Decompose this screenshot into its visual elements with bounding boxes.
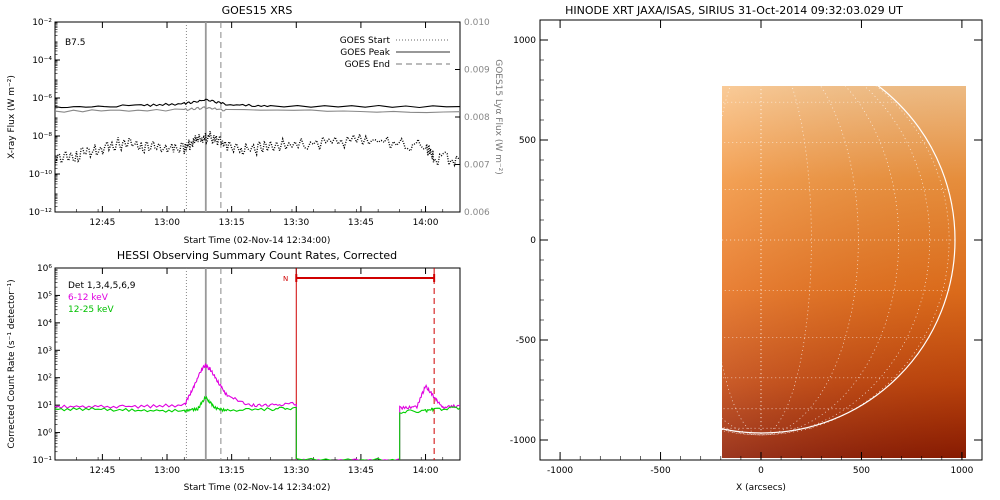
xrt-x-axis: -1000 -500 0 500 1000 (539, 20, 983, 476)
goes-legend-start-label: GOES Start (340, 36, 391, 46)
hessi-plot-frame (54, 267, 461, 461)
x-tick-label: 13:00 (154, 466, 180, 476)
y-tick-label: 10¹ (37, 401, 52, 411)
goes-legend-peak-label: GOES Peak (340, 48, 390, 58)
xrt-y-tick-label: -500 (516, 336, 537, 346)
x-tick-label: 13:15 (219, 466, 245, 476)
hessi-title: HESSI Observing Summary Count Rates, Cor… (117, 249, 397, 262)
goes-legend-end-label: GOES End (345, 60, 390, 70)
goes-y-axis: 10⁻² 10⁻⁴ 10⁻⁶ 10⁻⁸ 10⁻¹⁰ 10⁻¹² (29, 18, 60, 218)
goes-y-axis-right: 0.010 0.009 0.008 0.007 0.006 (455, 18, 490, 218)
xrt-x-tick-label: 1000 (950, 466, 973, 476)
y-tick-label: 10⁻¹ (32, 456, 52, 466)
y-right-tick-label: 0.010 (464, 18, 490, 28)
xrt-y-tick-label: -1000 (510, 436, 536, 446)
hessi-legend-6-12: 6-12 keV (68, 293, 109, 303)
x-tick-label: 12:45 (89, 466, 115, 476)
x-tick-label: 13:15 (219, 218, 245, 228)
xrt-heliographic-grid (722, 86, 956, 436)
xrt-panel: HINODE XRT JAXA/ISAS, SIRIUS 31-Oct-2014… (510, 4, 983, 493)
goes-plot-frame (54, 21, 461, 213)
hessi-night-marker: N (283, 268, 436, 460)
goes-title: GOES15 XRS (222, 4, 293, 17)
xrt-x-tick-label: 500 (853, 466, 870, 476)
hessi-panel: HESSI Observing Summary Count Rates, Cor… (7, 249, 461, 493)
y-tick-label: 10² (37, 374, 52, 384)
hessi-legend-12-25: 12-25 keV (68, 305, 114, 315)
series-line-0 (55, 362, 460, 460)
x-tick-label: 13:45 (348, 218, 374, 228)
y-tick-label: 10⁻¹² (29, 208, 53, 218)
goes-series (55, 98, 460, 169)
x-tick-label: 13:00 (154, 218, 180, 228)
y-tick-label: 10⁻¹⁰ (29, 170, 53, 180)
series-line-0 (55, 98, 460, 109)
hessi-y-label: Corrected Count Rate (s⁻¹ detector⁻¹) (7, 279, 17, 448)
goes-class-label: B7.5 (65, 38, 86, 48)
hessi-legend-det: Det 1,3,4,5,6,9 (68, 281, 136, 291)
goes-y-label-right: GOES15 Lyα Flux (W m⁻²) (493, 59, 503, 175)
y-tick-label: 10⁻² (32, 18, 52, 28)
y-right-tick-label: 0.007 (464, 161, 490, 171)
xrt-x-tick-label: -500 (650, 466, 671, 476)
y-right-tick-label: 0.009 (464, 66, 490, 76)
grid-longitude-line (760, 86, 899, 436)
x-tick-label: 13:30 (283, 218, 309, 228)
hessi-legend: Det 1,3,4,5,6,9 6-12 keV 12-25 keV (68, 281, 136, 315)
xrt-x-tick-label: 0 (758, 466, 764, 476)
hessi-x-label: Start Time (02-Nov-14 12:34:02) (184, 483, 331, 493)
y-tick-label: 10⁴ (37, 319, 52, 329)
x-tick-label: 14:00 (413, 218, 439, 228)
x-tick-label: 12:45 (89, 218, 115, 228)
hessi-event-lines (185, 268, 222, 460)
grid-longitude-line (760, 86, 930, 436)
series-line-2 (55, 131, 460, 169)
xrt-y-tick-label: 0 (530, 236, 536, 246)
goes-event-lines (185, 22, 222, 212)
xrt-x-label: X (arcsecs) (736, 483, 786, 493)
xrt-solar-limb (722, 86, 956, 434)
xrt-title: HINODE XRT JAXA/ISAS, SIRIUS 31-Oct-2014… (565, 4, 903, 17)
y-tick-label: 10⁻⁸ (32, 132, 52, 142)
hessi-x-axis: 12:45 13:00 13:15 13:30 13:45 14:00 (54, 268, 444, 476)
y-tick-label: 10⁶ (37, 264, 52, 274)
series-line-1 (55, 395, 460, 460)
series-line-1 (55, 106, 460, 114)
y-tick-label: 10⁵ (37, 291, 52, 301)
xrt-y-axis: 1000 500 0 -500 -1000 (510, 19, 982, 461)
goes-panel: GOES15 XRS 10⁻² 10⁻⁴ 10⁻⁶ 10⁻⁸ 10⁻¹⁰ 10⁻¹² 0.… (7, 4, 503, 246)
y-tick-label: 10⁻⁶ (32, 94, 52, 104)
goes-x-label: Start Time (02-Nov-14 12:34:00) (184, 236, 331, 246)
xrt-x-tick-label: -1000 (547, 466, 573, 476)
x-tick-label: 13:30 (283, 466, 309, 476)
goes-y-label: X-ray Flux (W m⁻²) (7, 75, 17, 159)
hessi-series (55, 362, 460, 460)
y-tick-label: 10⁻⁴ (32, 56, 52, 66)
xrt-image (722, 86, 966, 458)
grid-longitude-line (760, 86, 950, 436)
y-right-tick-label: 0.006 (464, 208, 490, 218)
xrt-y-tick-label: 1000 (513, 36, 536, 46)
x-tick-label: 14:00 (413, 466, 439, 476)
y-tick-label: 10³ (37, 346, 52, 356)
hessi-y-axis: 10⁶ 10⁵ 10⁴ 10³ 10² 10¹ 10⁰ 10⁻¹ (32, 264, 60, 466)
y-right-tick-label: 0.008 (464, 113, 490, 123)
night-label: N (283, 275, 288, 283)
y-tick-label: 10⁰ (37, 429, 52, 439)
goes-x-axis: 12:45 13:00 13:15 13:30 13:45 14:00 (54, 22, 444, 228)
goes-legend: GOES Start GOES Peak GOES End (340, 36, 450, 70)
xrt-image-shade (722, 86, 966, 458)
x-tick-label: 13:45 (348, 466, 374, 476)
xrt-y-tick-label: 500 (519, 136, 536, 146)
